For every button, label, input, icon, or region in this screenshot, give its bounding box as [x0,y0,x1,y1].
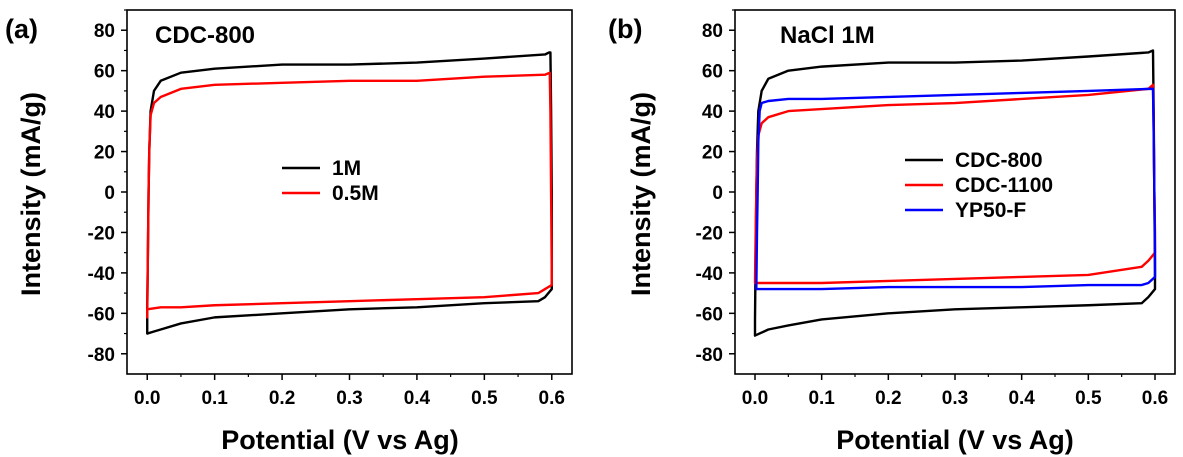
y-tick-label: -80 [696,345,723,366]
y-tick-label: -20 [696,223,723,244]
legend-label: CDC-1100 [955,174,1053,197]
series-line-1m [146,51,553,335]
y-tick-label: 0 [104,183,115,204]
x-axis-title: Potential (V vs Ag) [836,425,1074,455]
panel-label: (a) [5,14,38,44]
series-line-cdc-1100 [753,83,1157,285]
legend-label: 1M [332,157,361,180]
x-tick-label: 0.1 [808,388,835,409]
panel-title: CDC-800 [155,22,255,49]
x-tick-label: 0.2 [269,388,295,409]
series-line-yp50-f [755,87,1157,291]
y-tick-label: 80 [702,21,723,42]
chart-panel-a: 0.0 0.1 0.2 0.3 0.4 0.5 0.6 -80 -60 -40 -20 0 20 40 60… [5,9,573,455]
x-tick-label: 0.5 [471,388,498,409]
y-tick-label: 20 [702,143,723,164]
x-tick-label: 0.6 [539,388,565,409]
x-tick-label: 0.4 [1008,388,1035,409]
y-tick-label: 80 [94,21,115,42]
chart-panel-b: 0.0 0.1 0.2 0.3 0.4 0.5 0.6 -80 -60 -40 -20 0 20 40 60… [608,9,1176,455]
legend-label: YP50-F [955,199,1026,222]
y-tick-label: 0 [712,183,723,204]
y-tick-label: 60 [94,62,115,83]
x-tick-label: 0.3 [336,388,362,409]
y-axis-title: Intensity (mA/g) [16,92,46,296]
y-axis-title: Intensity (mA/g) [626,92,656,296]
x-tick-label: 0.4 [404,388,431,409]
y-tick-label: -40 [88,264,115,285]
y-tick-label: -20 [88,223,115,244]
y-tick-label: 40 [702,102,723,123]
panel-title: NaCl 1M [780,22,875,49]
y-tick-label: -40 [696,264,723,285]
x-tick-label: 0.3 [942,388,968,409]
x-tick-label: 0.5 [1075,388,1102,409]
y-tick-label: -60 [696,304,723,325]
x-tick-label: 0.0 [134,388,160,409]
y-tick-label: -80 [88,345,115,366]
x-tick-label: 0.0 [742,388,768,409]
x-tick-label: 0.6 [1142,388,1168,409]
y-tick-label: 60 [702,62,723,83]
series-line-cdc-800 [753,49,1157,337]
x-axis-title: Potential (V vs Ag) [221,425,459,455]
y-tick-label: 40 [94,102,115,123]
x-tick-label: 0.1 [201,388,228,409]
legend-label: 0.5M [332,182,379,205]
series-line-0-5m [146,71,553,319]
legend-label: CDC-800 [955,149,1043,172]
x-tick-label: 0.2 [875,388,901,409]
y-tick-label: -60 [88,304,115,325]
y-tick-label: 20 [94,143,115,164]
panel-label: (b) [608,14,642,44]
